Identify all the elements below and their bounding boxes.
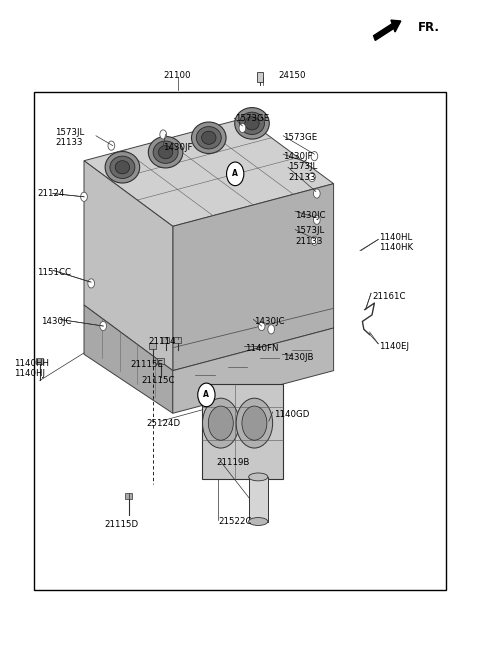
Ellipse shape <box>158 146 173 159</box>
Bar <box>36 358 43 364</box>
Text: 21100: 21100 <box>164 71 192 80</box>
Bar <box>157 358 164 364</box>
Ellipse shape <box>196 127 221 149</box>
Polygon shape <box>84 118 334 226</box>
Circle shape <box>198 383 215 407</box>
Text: A: A <box>232 169 238 178</box>
Text: 1430JC: 1430JC <box>254 317 285 326</box>
Bar <box>257 72 263 82</box>
Circle shape <box>311 236 318 245</box>
Text: FR.: FR. <box>418 21 440 34</box>
Circle shape <box>258 321 265 331</box>
Text: 1140FN: 1140FN <box>245 344 278 354</box>
Ellipse shape <box>240 112 264 134</box>
Bar <box>125 493 132 499</box>
Text: 1573JL
21133: 1573JL 21133 <box>55 128 84 148</box>
Circle shape <box>313 215 320 224</box>
Bar <box>174 337 181 343</box>
Text: 21119B: 21119B <box>216 458 250 467</box>
Ellipse shape <box>249 518 268 525</box>
Circle shape <box>268 325 275 334</box>
Polygon shape <box>84 305 173 413</box>
Ellipse shape <box>105 152 140 183</box>
Text: 1140HH
1140HJ: 1140HH 1140HJ <box>14 359 49 379</box>
Text: 21124: 21124 <box>37 189 65 198</box>
Ellipse shape <box>153 141 178 163</box>
Circle shape <box>239 123 246 133</box>
Circle shape <box>313 189 320 198</box>
Text: 1430JC: 1430JC <box>41 317 72 326</box>
Text: 1151CC: 1151CC <box>37 268 72 277</box>
Text: 21115E: 21115E <box>131 359 164 369</box>
Circle shape <box>309 173 315 182</box>
Circle shape <box>203 398 239 448</box>
Text: 25124D: 25124D <box>146 419 180 428</box>
Text: 1140GD: 1140GD <box>274 410 309 419</box>
Ellipse shape <box>235 108 269 139</box>
Text: 1573GE: 1573GE <box>283 133 317 142</box>
Ellipse shape <box>115 161 130 174</box>
Polygon shape <box>84 161 173 371</box>
Ellipse shape <box>245 117 259 130</box>
Ellipse shape <box>192 122 226 154</box>
Bar <box>162 337 169 343</box>
Circle shape <box>227 162 244 186</box>
Bar <box>249 477 268 522</box>
Ellipse shape <box>148 136 183 168</box>
Bar <box>202 384 283 479</box>
Text: 1573JL
21133: 1573JL 21133 <box>295 226 324 246</box>
Text: A: A <box>204 390 209 400</box>
Text: 21522C: 21522C <box>218 517 252 526</box>
Ellipse shape <box>110 156 135 178</box>
Polygon shape <box>173 184 334 371</box>
Text: 1140EJ: 1140EJ <box>379 342 409 351</box>
Text: 21114: 21114 <box>149 337 176 346</box>
Text: 1430JB: 1430JB <box>283 353 314 362</box>
Text: 1573GE: 1573GE <box>235 113 269 123</box>
Circle shape <box>311 152 318 161</box>
Text: 1430JF: 1430JF <box>163 143 192 152</box>
Circle shape <box>88 279 95 288</box>
FancyArrow shape <box>373 20 401 41</box>
Circle shape <box>81 192 87 201</box>
Text: 1573JL
21133: 1573JL 21133 <box>288 162 317 182</box>
Text: 24150: 24150 <box>278 71 306 80</box>
Ellipse shape <box>202 131 216 144</box>
Ellipse shape <box>249 473 268 481</box>
Circle shape <box>160 130 167 139</box>
Polygon shape <box>173 328 334 413</box>
Circle shape <box>108 141 115 150</box>
Text: 21115C: 21115C <box>142 376 175 385</box>
Circle shape <box>236 398 273 448</box>
Text: 1430JF: 1430JF <box>283 152 312 161</box>
Bar <box>149 343 156 349</box>
Text: 21161C: 21161C <box>372 292 406 301</box>
Circle shape <box>100 321 107 331</box>
Circle shape <box>208 406 233 440</box>
Bar <box>34 92 446 590</box>
Text: 1430JC: 1430JC <box>295 211 326 220</box>
Text: 21115D: 21115D <box>105 520 139 529</box>
Text: 1140HL
1140HK: 1140HL 1140HK <box>379 233 413 253</box>
Circle shape <box>242 406 267 440</box>
